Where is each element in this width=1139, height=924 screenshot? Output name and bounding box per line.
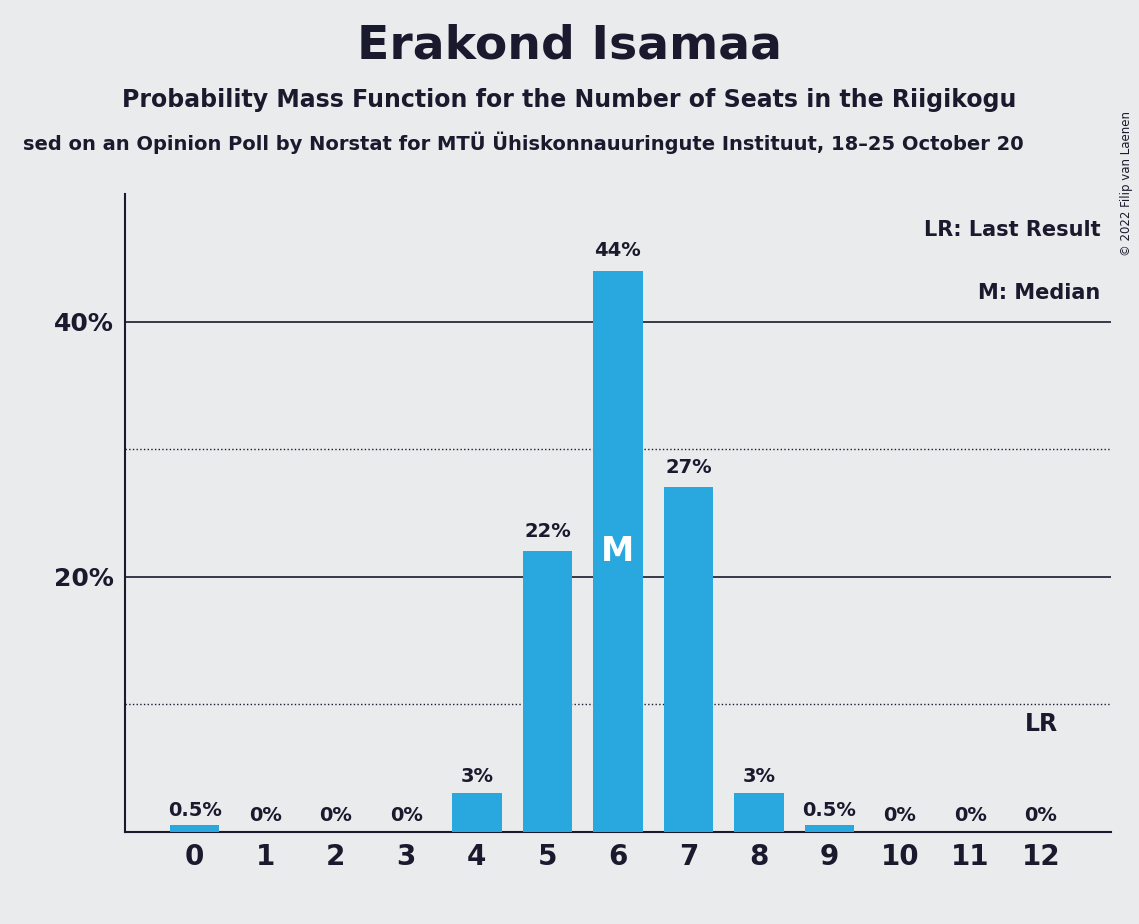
Text: M: Median: M: Median (978, 284, 1100, 303)
Text: Probability Mass Function for the Number of Seats in the Riigikogu: Probability Mass Function for the Number… (122, 88, 1017, 112)
Text: 0%: 0% (884, 807, 917, 825)
Bar (452, 794, 501, 832)
Bar (664, 487, 713, 832)
Text: 44%: 44% (595, 241, 641, 261)
Bar (805, 825, 854, 832)
Text: 0%: 0% (1025, 807, 1057, 825)
Text: LR: Last Result: LR: Last Result (924, 220, 1100, 239)
Text: 22%: 22% (524, 522, 571, 541)
Text: 0%: 0% (390, 807, 423, 825)
Text: © 2022 Filip van Laenen: © 2022 Filip van Laenen (1121, 111, 1133, 256)
Text: 3%: 3% (743, 767, 776, 785)
Text: sed on an Opinion Poll by Norstat for MTÜ Ühiskonnauuringute Instituut, 18–25 Oc: sed on an Opinion Poll by Norstat for MT… (23, 131, 1024, 153)
Text: 0%: 0% (954, 807, 988, 825)
Text: 0.5%: 0.5% (167, 801, 222, 821)
Text: M: M (601, 535, 634, 567)
Text: 0%: 0% (248, 807, 281, 825)
Bar (523, 551, 572, 832)
Text: 0.5%: 0.5% (803, 801, 857, 821)
Bar (593, 271, 642, 832)
Text: LR: LR (1024, 712, 1058, 736)
Text: 3%: 3% (460, 767, 493, 785)
Text: Erakond Isamaa: Erakond Isamaa (357, 23, 782, 68)
Bar (170, 825, 220, 832)
Bar (735, 794, 784, 832)
Text: 0%: 0% (319, 807, 352, 825)
Text: 27%: 27% (665, 458, 712, 477)
